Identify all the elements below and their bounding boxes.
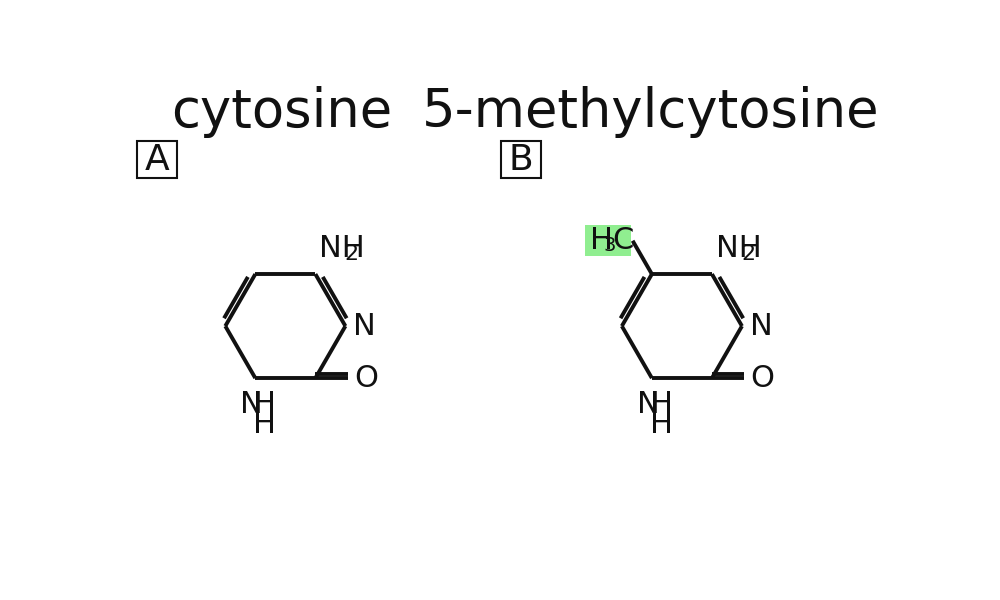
Text: H: H (650, 410, 673, 439)
Text: 5-methylcytosine: 5-methylcytosine (422, 86, 880, 138)
Text: N: N (637, 389, 659, 419)
Bar (501, 141, 541, 178)
Text: O: O (750, 364, 774, 392)
Text: H: H (253, 410, 276, 439)
Text: N: N (750, 311, 772, 341)
Text: H: H (590, 226, 613, 255)
Text: H: H (650, 389, 673, 419)
Text: A: A (144, 143, 169, 177)
Bar (585, 226, 631, 256)
Text: O: O (354, 364, 378, 392)
Text: cytosine: cytosine (171, 86, 392, 138)
Bar (137, 141, 177, 178)
Text: C: C (612, 226, 633, 255)
Text: N: N (353, 311, 376, 341)
Text: 2: 2 (345, 244, 359, 264)
Text: NH: NH (319, 233, 365, 263)
Text: 3: 3 (603, 236, 616, 255)
Text: NH: NH (716, 233, 762, 263)
Text: N: N (240, 389, 263, 419)
Text: H: H (253, 389, 276, 419)
Text: 2: 2 (741, 244, 755, 264)
Text: B: B (509, 143, 533, 177)
